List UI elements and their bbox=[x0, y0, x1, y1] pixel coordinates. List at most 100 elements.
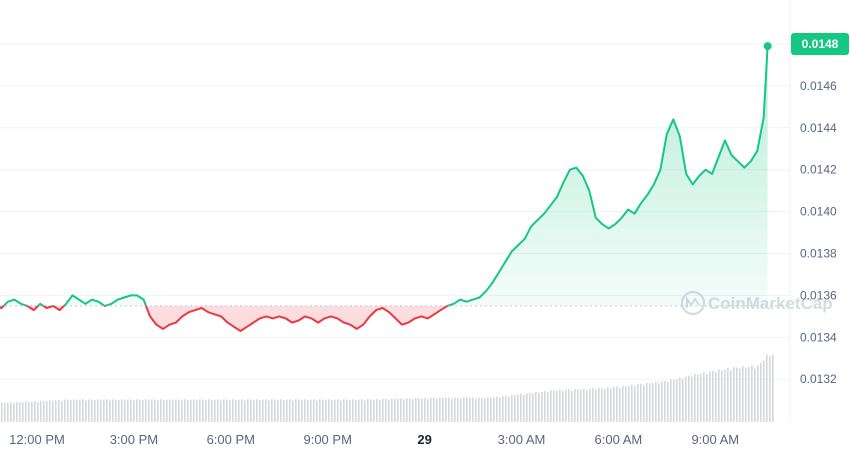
volume-bar bbox=[229, 400, 231, 422]
volume-bar bbox=[397, 399, 399, 422]
price-area bbox=[0, 46, 768, 331]
volume-bar bbox=[247, 399, 249, 422]
volume-bar bbox=[10, 402, 12, 422]
volume-bar bbox=[355, 400, 357, 422]
y-tick-label: 0.0134 bbox=[800, 330, 837, 344]
volume-bar bbox=[532, 393, 534, 422]
volume-bar bbox=[727, 367, 729, 422]
y-tick-label: 0.0144 bbox=[800, 121, 837, 135]
volume-bar bbox=[100, 400, 102, 422]
volume-bar bbox=[481, 397, 483, 422]
volume-bar bbox=[499, 397, 501, 422]
volume-bar bbox=[40, 400, 42, 422]
volume-bar bbox=[754, 368, 756, 422]
x-tick-label: 9:00 AM bbox=[691, 432, 739, 447]
volume-bar bbox=[334, 399, 336, 422]
volume-bar bbox=[664, 380, 666, 422]
volume-bar bbox=[301, 400, 303, 422]
volume-bar bbox=[34, 401, 36, 422]
volume-bar bbox=[67, 399, 69, 422]
volume-bar bbox=[508, 396, 510, 422]
volume-bar bbox=[238, 399, 240, 422]
volume-bar bbox=[652, 383, 654, 422]
volume-bar bbox=[403, 399, 405, 422]
volume-bar bbox=[595, 389, 597, 422]
volume-bar bbox=[469, 397, 471, 422]
volume-bar bbox=[286, 399, 288, 422]
volume-bar bbox=[373, 399, 375, 422]
volume-bar bbox=[142, 399, 144, 422]
volume-bar bbox=[757, 365, 759, 422]
volume-bar bbox=[136, 399, 138, 422]
volume-bar bbox=[682, 378, 684, 422]
volume-bar bbox=[409, 398, 411, 422]
volume-bar bbox=[637, 384, 639, 422]
volume-bar bbox=[712, 371, 714, 422]
volume-bar bbox=[505, 395, 507, 422]
y-tick-label: 0.0142 bbox=[800, 163, 837, 177]
volume-bar bbox=[490, 398, 492, 422]
volume-bar bbox=[658, 383, 660, 422]
volume-bar bbox=[271, 399, 273, 422]
volume-bar bbox=[232, 399, 234, 422]
volume-bar bbox=[556, 390, 558, 422]
volume-bar bbox=[502, 395, 504, 422]
volume-bar bbox=[511, 394, 513, 422]
volume-bar bbox=[61, 400, 63, 422]
volume-bar bbox=[376, 398, 378, 422]
volume-bar bbox=[559, 389, 561, 422]
volume-bar bbox=[217, 399, 219, 422]
volume-bar bbox=[520, 393, 522, 422]
volume-bar bbox=[103, 399, 105, 422]
volume-bar bbox=[385, 398, 387, 422]
volume-bar bbox=[124, 400, 126, 422]
volume-bar bbox=[304, 399, 306, 422]
volume-bar bbox=[277, 400, 279, 422]
volume-bar bbox=[313, 399, 315, 422]
last-price-point bbox=[763, 42, 772, 51]
volume-bar bbox=[49, 400, 51, 422]
volume-bar bbox=[625, 386, 627, 422]
volume-bar bbox=[514, 395, 516, 422]
volume-bar bbox=[694, 373, 696, 422]
volume-bar bbox=[457, 397, 459, 422]
volume-bar bbox=[244, 400, 246, 422]
volume-bar bbox=[487, 397, 489, 422]
volume-bar bbox=[436, 398, 438, 422]
volume-bar bbox=[427, 398, 429, 422]
volume-bar bbox=[583, 388, 585, 422]
volume-bar bbox=[688, 375, 690, 422]
volume-bar bbox=[517, 394, 519, 422]
volume-bar bbox=[691, 376, 693, 422]
volume-bar bbox=[28, 401, 30, 422]
volume-bar bbox=[703, 372, 705, 422]
volume-bar bbox=[175, 399, 177, 422]
volume-bar bbox=[13, 403, 15, 422]
volume-bar bbox=[52, 400, 54, 422]
volume-bar bbox=[610, 388, 612, 422]
volume-bar bbox=[748, 366, 750, 422]
volume-bar bbox=[484, 398, 486, 422]
volume-bar bbox=[169, 399, 171, 422]
volume-bar bbox=[433, 397, 435, 422]
price-tag: 0.0148 bbox=[791, 33, 849, 55]
volume-bar bbox=[211, 399, 213, 422]
volume-bar bbox=[742, 366, 744, 422]
volume-bar bbox=[130, 399, 132, 422]
volume-bar bbox=[454, 397, 456, 422]
volume-bar bbox=[361, 399, 363, 422]
volume-bar bbox=[706, 374, 708, 422]
volume-bar bbox=[214, 399, 216, 422]
volume-bar bbox=[196, 400, 198, 422]
y-tick-label: 0.0146 bbox=[800, 79, 837, 93]
volume-bar bbox=[550, 390, 552, 422]
volume-bar bbox=[388, 399, 390, 422]
volume-bar bbox=[418, 398, 420, 422]
x-tick-label: 6:00 PM bbox=[207, 432, 255, 447]
volume-bar bbox=[208, 399, 210, 422]
volume-bar bbox=[655, 381, 657, 422]
price-tag-background bbox=[791, 33, 849, 55]
volume-bar bbox=[316, 400, 318, 422]
volume-bar bbox=[88, 399, 90, 422]
volume-bar bbox=[631, 384, 633, 422]
